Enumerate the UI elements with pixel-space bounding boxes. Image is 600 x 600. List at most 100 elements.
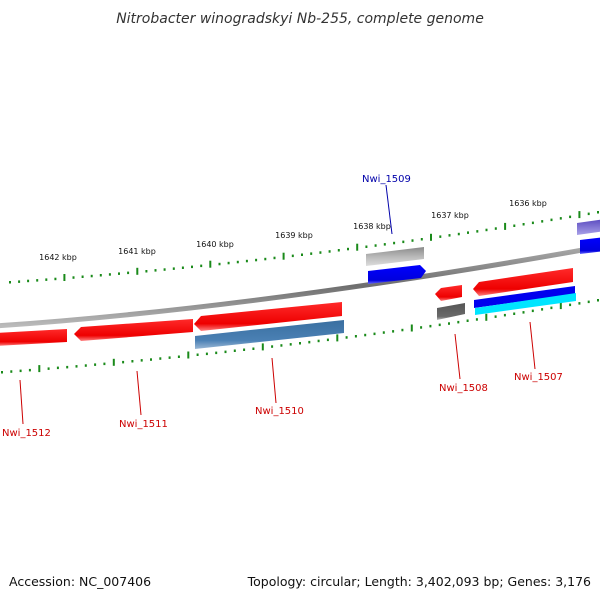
gene-feature-nwi-1509-gray[interactable] [366,247,424,266]
gene-label-nwi-1512[interactable]: Nwi_1512 [2,428,51,439]
minor-tick [365,245,368,248]
minor-tick [569,215,572,219]
gene-arrow-nwi-1512[interactable] [0,329,67,346]
minor-tick [393,241,396,245]
minor-tick [301,253,303,256]
minor-tick [75,365,78,368]
minor-tick [280,344,283,347]
major-tick [559,302,562,310]
minor-tick [108,273,111,276]
gene-label-nwi-1510[interactable]: Nwi_1510 [255,406,304,417]
minor-tick [578,302,581,305]
minor-tick [541,308,544,311]
minor-tick [326,338,329,342]
minor-tick [550,218,553,222]
minor-tick [337,249,340,252]
genome-backbone [0,244,600,329]
minor-tick [328,250,331,253]
major-tick [187,351,190,359]
gene-feature-purple[interactable] [577,219,600,235]
minor-tick [503,313,506,317]
genome-summary: Topology: circular; Length: 3,402,093 bp… [247,574,591,589]
minor-tick [347,247,349,251]
minor-tick [448,234,451,237]
minor-tick [28,368,31,372]
minor-tick [227,261,230,265]
minor-tick [19,369,22,373]
minor-tick [392,330,395,333]
minor-tick [27,279,30,283]
major-tick [38,365,41,373]
leader-nwi-1511 [136,370,142,416]
minor-tick [127,271,130,275]
gene-label-nwi-1511[interactable]: Nwi_1511 [119,419,168,430]
minor-tick [81,275,84,278]
minor-tick [569,303,572,307]
minor-tick [84,364,87,367]
gene-feature-nwi-1510-blue[interactable] [195,320,344,349]
minor-tick [383,243,386,246]
minor-tick [319,251,322,254]
gene-arrow-nwi-1510[interactable] [194,302,342,331]
minor-tick [1,371,3,374]
major-tick [504,222,507,230]
minor-tick [233,349,236,352]
gene-arrow-nwi-1508[interactable] [435,285,462,301]
minor-tick [56,366,59,370]
minor-tick [541,220,544,223]
minor-tick [429,324,432,328]
gene-feature-nwi-1507-blue[interactable] [474,286,575,308]
minor-tick [597,299,599,302]
leader-nwi-1508 [454,333,461,380]
minor-tick [177,355,180,358]
minor-tick [103,362,106,366]
gene-feature-nwi-1508-gray[interactable] [437,303,465,320]
minor-tick [255,258,258,262]
minor-tick [531,221,534,225]
minor-tick [531,309,534,313]
gene-label-nwi-1507[interactable]: Nwi_1507 [514,372,563,383]
gene-arrow-nwi-1511[interactable] [74,319,193,341]
kbp-label: 1638 kbp [353,222,391,231]
minor-tick [36,279,39,282]
minor-tick [191,265,193,269]
gene-arrow-nwi-1509[interactable] [368,265,426,284]
minor-tick [154,269,157,272]
minor-tick [299,342,301,345]
minor-tick [467,231,469,234]
kbp-label: 1636 kbp [509,199,547,208]
outer-features [366,219,600,284]
major-tick [112,358,115,366]
minor-tick [345,336,348,339]
minor-tick [172,267,175,270]
major-tick [63,274,66,281]
major-tick [410,324,413,332]
major-tick [485,313,488,321]
major-tick [336,334,339,342]
kbp-label: 1639 kbp [275,231,313,240]
minor-tick [243,348,246,351]
minor-tick [131,360,134,363]
minor-tick [494,315,497,318]
map-title: Nitrobacter winogradskyi Nb-255, complet… [116,11,484,27]
minor-tick [364,333,367,337]
minor-tick [145,270,148,273]
gene-label-nwi-1509[interactable]: Nwi_1509 [362,174,411,185]
gene-feature-blue-edge[interactable] [580,237,600,254]
minor-tick [140,359,143,362]
kbp-label: 1637 kbp [431,211,469,220]
gene-arrow-nwi-1507[interactable] [473,268,573,296]
major-tick [356,243,359,251]
minor-tick [401,328,404,332]
minor-tick [522,311,525,314]
minor-tick [373,332,376,336]
minor-tick [513,224,516,227]
minor-tick [382,331,385,334]
accession-label: Accession: NC_007406 [9,574,151,589]
gene-feature-nwi-1507-cyan[interactable] [475,293,576,315]
minor-tick [47,367,50,370]
minor-tick [597,211,599,214]
minor-tick [271,345,274,348]
gene-label-nwi-1508[interactable]: Nwi_1508 [439,383,488,394]
